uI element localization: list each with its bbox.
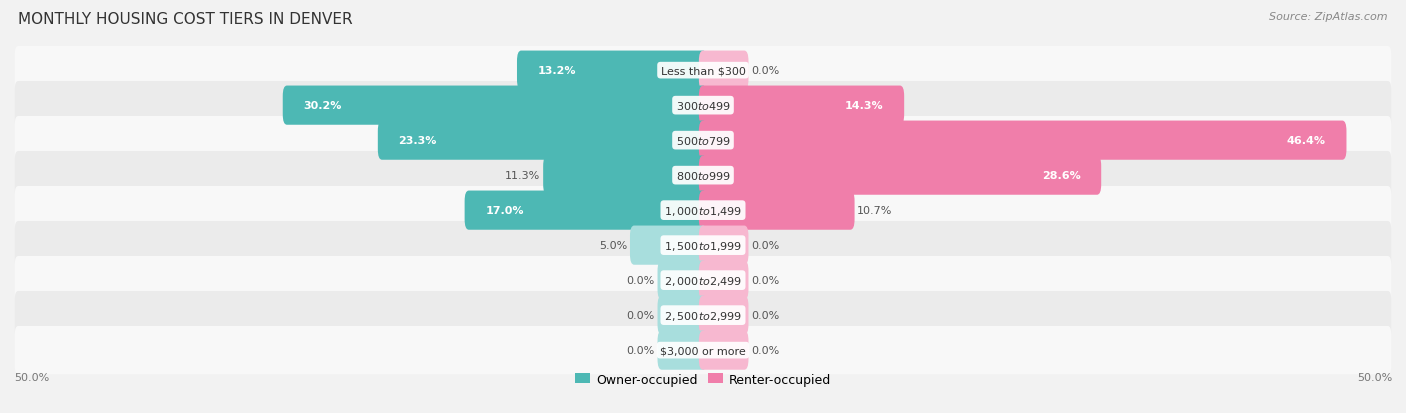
Text: 11.3%: 11.3% <box>505 171 540 181</box>
Text: $1,000 to $1,499: $1,000 to $1,499 <box>664 204 742 217</box>
Text: $300 to $499: $300 to $499 <box>675 100 731 112</box>
FancyBboxPatch shape <box>14 47 1392 95</box>
Text: 0.0%: 0.0% <box>751 275 779 285</box>
FancyBboxPatch shape <box>699 86 904 126</box>
Text: 0.0%: 0.0% <box>751 66 779 76</box>
Text: Source: ZipAtlas.com: Source: ZipAtlas.com <box>1270 12 1388 22</box>
Text: $800 to $999: $800 to $999 <box>675 170 731 182</box>
FancyBboxPatch shape <box>14 152 1392 200</box>
Text: $3,000 or more: $3,000 or more <box>661 345 745 355</box>
FancyBboxPatch shape <box>699 156 1101 195</box>
Text: $500 to $799: $500 to $799 <box>675 135 731 147</box>
Text: 0.0%: 0.0% <box>751 311 779 320</box>
Text: 28.6%: 28.6% <box>1042 171 1081 181</box>
FancyBboxPatch shape <box>14 117 1392 165</box>
Text: 50.0%: 50.0% <box>1357 373 1392 382</box>
FancyBboxPatch shape <box>699 331 748 370</box>
FancyBboxPatch shape <box>517 52 707 90</box>
Text: $2,500 to $2,999: $2,500 to $2,999 <box>664 309 742 322</box>
FancyBboxPatch shape <box>699 191 855 230</box>
Text: 30.2%: 30.2% <box>304 101 342 111</box>
Text: 0.0%: 0.0% <box>627 275 655 285</box>
FancyBboxPatch shape <box>658 331 707 370</box>
Text: 10.7%: 10.7% <box>858 206 893 216</box>
Legend: Owner-occupied, Renter-occupied: Owner-occupied, Renter-occupied <box>569 368 837 391</box>
FancyBboxPatch shape <box>14 187 1392 235</box>
FancyBboxPatch shape <box>699 226 748 265</box>
Text: $1,500 to $1,999: $1,500 to $1,999 <box>664 239 742 252</box>
FancyBboxPatch shape <box>699 261 748 300</box>
FancyBboxPatch shape <box>699 121 1347 160</box>
FancyBboxPatch shape <box>699 296 748 335</box>
FancyBboxPatch shape <box>699 52 748 90</box>
Text: 5.0%: 5.0% <box>599 240 627 251</box>
FancyBboxPatch shape <box>378 121 707 160</box>
FancyBboxPatch shape <box>14 82 1392 130</box>
Text: 50.0%: 50.0% <box>14 373 49 382</box>
FancyBboxPatch shape <box>283 86 707 126</box>
Text: 17.0%: 17.0% <box>485 206 524 216</box>
Text: 0.0%: 0.0% <box>751 345 779 355</box>
Text: 0.0%: 0.0% <box>751 240 779 251</box>
FancyBboxPatch shape <box>14 326 1392 374</box>
Text: 46.4%: 46.4% <box>1286 136 1326 146</box>
FancyBboxPatch shape <box>543 156 707 195</box>
Text: Less than $300: Less than $300 <box>661 66 745 76</box>
Text: 0.0%: 0.0% <box>627 311 655 320</box>
FancyBboxPatch shape <box>464 191 707 230</box>
FancyBboxPatch shape <box>14 256 1392 304</box>
Text: $2,000 to $2,499: $2,000 to $2,499 <box>664 274 742 287</box>
FancyBboxPatch shape <box>658 261 707 300</box>
FancyBboxPatch shape <box>630 226 707 265</box>
Text: 13.2%: 13.2% <box>537 66 576 76</box>
Text: MONTHLY HOUSING COST TIERS IN DENVER: MONTHLY HOUSING COST TIERS IN DENVER <box>18 12 353 27</box>
Text: 0.0%: 0.0% <box>627 345 655 355</box>
FancyBboxPatch shape <box>14 221 1392 270</box>
Text: 14.3%: 14.3% <box>845 101 883 111</box>
FancyBboxPatch shape <box>658 296 707 335</box>
FancyBboxPatch shape <box>14 291 1392 339</box>
Text: 23.3%: 23.3% <box>398 136 437 146</box>
